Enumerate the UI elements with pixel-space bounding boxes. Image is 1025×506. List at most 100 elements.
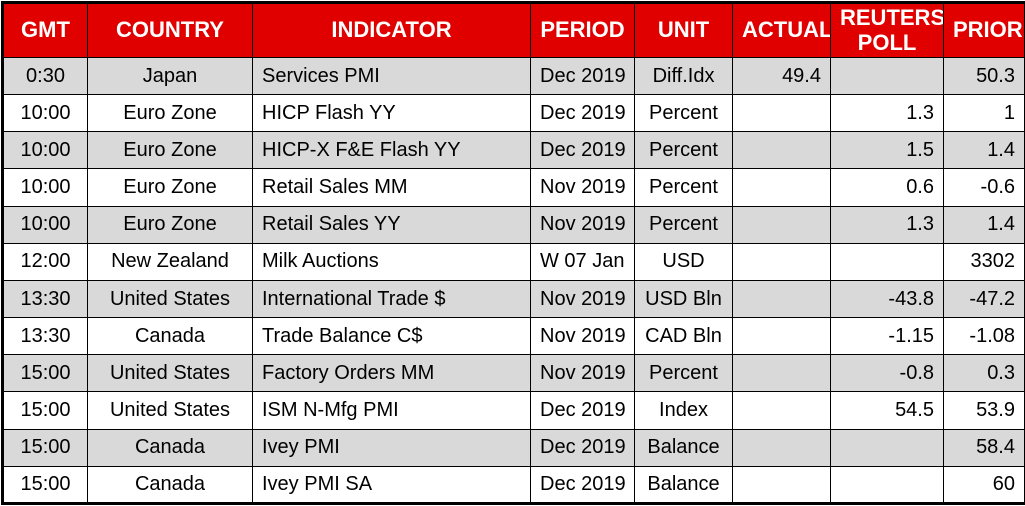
cell-period: Nov 2019	[530, 168, 635, 207]
cell-country: New Zealand	[87, 242, 253, 281]
column-header-actual: ACTUAL	[732, 2, 831, 58]
cell-unit: USD	[634, 242, 733, 281]
cell-period: Dec 2019	[530, 465, 635, 505]
cell-gmt: 10:00	[2, 168, 88, 207]
cell-indicator: International Trade $	[252, 279, 531, 319]
cell-period: Dec 2019	[530, 56, 635, 96]
cell-unit: Percent	[634, 131, 733, 170]
cell-gmt: 15:00	[2, 428, 88, 467]
cell-reuters_poll: 1.5	[830, 131, 944, 170]
cell-country: Canada	[87, 317, 253, 356]
table-header: GMT COUNTRY INDICATOR PERIOD UNIT ACTUAL…	[2, 2, 1025, 58]
column-header-reuters-poll: REUTERS POLL	[830, 2, 944, 58]
table-row: 15:00 Canada Ivey PMI SA Dec 2019 Balance 60	[2, 465, 1025, 505]
cell-reuters_poll	[830, 428, 944, 467]
cell-actual	[732, 205, 831, 244]
cell-gmt: 13:30	[2, 317, 88, 356]
cell-prior: 1	[943, 94, 1025, 133]
cell-prior: 60	[943, 465, 1025, 505]
cell-reuters_poll: 54.5	[830, 391, 944, 430]
cell-reuters_poll	[830, 242, 944, 281]
cell-indicator: ISM N-Mfg PMI	[252, 391, 531, 430]
cell-reuters_poll: 1.3	[830, 94, 944, 133]
cell-gmt: 0:30	[2, 56, 88, 96]
cell-country: Euro Zone	[87, 94, 253, 133]
cell-prior: 53.9	[943, 391, 1025, 430]
cell-country: Euro Zone	[87, 168, 253, 207]
cell-period: Nov 2019	[530, 317, 635, 356]
cell-period: W 07 Jan	[530, 242, 635, 281]
cell-period: Nov 2019	[530, 354, 635, 393]
column-header-indicator: INDICATOR	[252, 2, 531, 58]
cell-actual	[732, 465, 831, 505]
cell-gmt: 10:00	[2, 205, 88, 244]
cell-actual	[732, 242, 831, 281]
table-row: 10:00 Euro Zone HICP Flash YY Dec 2019 Perce…	[2, 94, 1025, 133]
cell-actual	[732, 168, 831, 207]
cell-country: United States	[87, 279, 253, 319]
cell-country: Euro Zone	[87, 205, 253, 244]
cell-period: Nov 2019	[530, 279, 635, 319]
cell-gmt: 13:30	[2, 279, 88, 319]
cell-period: Dec 2019	[530, 428, 635, 467]
cell-reuters_poll: 1.3	[830, 205, 944, 244]
table-row: 10:00 Euro Zone HICP-X F&E Flash YY Dec 201…	[2, 131, 1025, 170]
cell-unit: Percent	[634, 168, 733, 207]
cell-actual	[732, 428, 831, 467]
cell-period: Dec 2019	[530, 131, 635, 170]
table-row: 13:30 United States International Trade $ N…	[2, 279, 1025, 319]
cell-unit: Percent	[634, 94, 733, 133]
cell-reuters_poll	[830, 465, 944, 505]
column-header-period: PERIOD	[530, 2, 635, 58]
cell-indicator: Ivey PMI	[252, 428, 531, 467]
cell-prior: 1.4	[943, 205, 1025, 244]
column-header-prior: PRIOR	[943, 2, 1025, 58]
table-row: 15:00 United States ISM N-Mfg PMI Dec 2019 I…	[2, 391, 1025, 430]
cell-actual	[732, 94, 831, 133]
cell-indicator: HICP-X F&E Flash YY	[252, 131, 531, 170]
cell-period: Nov 2019	[530, 205, 635, 244]
cell-gmt: 10:00	[2, 94, 88, 133]
cell-indicator: Ivey PMI SA	[252, 465, 531, 505]
column-header-unit: UNIT	[634, 2, 733, 58]
cell-country: United States	[87, 354, 253, 393]
cell-gmt: 15:00	[2, 465, 88, 505]
header-row: GMT COUNTRY INDICATOR PERIOD UNIT ACTUAL…	[2, 2, 1025, 58]
cell-gmt: 12:00	[2, 242, 88, 281]
cell-country: Japan	[87, 56, 253, 96]
cell-prior: 0.3	[943, 354, 1025, 393]
cell-reuters_poll	[830, 56, 944, 96]
cell-unit: USD Bln	[634, 279, 733, 319]
cell-indicator: Retail Sales YY	[252, 205, 531, 244]
cell-indicator: Trade Balance C$	[252, 317, 531, 356]
cell-actual	[732, 391, 831, 430]
cell-unit: Balance	[634, 428, 733, 467]
column-header-gmt: GMT	[2, 2, 88, 58]
table-row: 10:00 Euro Zone Retail Sales YY Nov 2019 Per…	[2, 205, 1025, 244]
cell-prior: 50.3	[943, 56, 1025, 96]
cell-actual: 49.4	[732, 56, 831, 96]
cell-indicator: Factory Orders MM	[252, 354, 531, 393]
table-row: 15:00 Canada Ivey PMI Dec 2019 Balance 58.4	[2, 428, 1025, 467]
cell-reuters_poll: -0.8	[830, 354, 944, 393]
cell-prior: -47.2	[943, 279, 1025, 319]
cell-indicator: Retail Sales MM	[252, 168, 531, 207]
cell-country: United States	[87, 391, 253, 430]
table-body: 0:30 Japan Services PMI Dec 2019 Diff.Idx 49.…	[2, 56, 1025, 505]
cell-gmt: 15:00	[2, 391, 88, 430]
cell-actual	[732, 131, 831, 170]
cell-indicator: Services PMI	[252, 56, 531, 96]
table-row: 10:00 Euro Zone Retail Sales MM Nov 2019 Per…	[2, 168, 1025, 207]
cell-country: Canada	[87, 428, 253, 467]
table-row: 12:00 New Zealand Milk Auctions W 07 Jan USD…	[2, 242, 1025, 281]
cell-actual	[732, 317, 831, 356]
cell-unit: CAD Bln	[634, 317, 733, 356]
table-row: 0:30 Japan Services PMI Dec 2019 Diff.Idx 49.…	[2, 56, 1025, 96]
cell-actual	[732, 279, 831, 319]
cell-actual	[732, 354, 831, 393]
cell-gmt: 10:00	[2, 131, 88, 170]
table-row: 15:00 United States Factory Orders MM Nov 2…	[2, 354, 1025, 393]
cell-unit: Index	[634, 391, 733, 430]
